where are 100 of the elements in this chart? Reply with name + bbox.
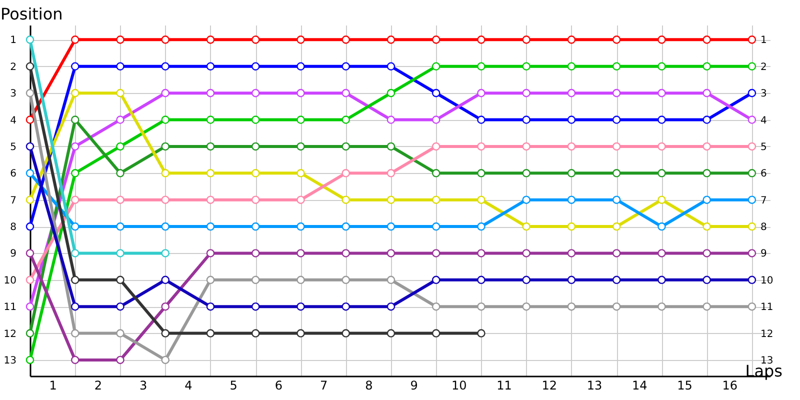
point — [612, 302, 621, 311]
point — [567, 62, 576, 70]
point — [477, 116, 486, 124]
x-tick-label: 15 — [677, 378, 692, 392]
point — [612, 62, 621, 70]
y-tick-label: 1 — [10, 35, 16, 46]
point — [251, 222, 260, 231]
point — [386, 329, 396, 338]
point — [477, 62, 486, 70]
point — [26, 329, 34, 338]
point — [206, 249, 215, 258]
point — [748, 116, 756, 124]
point — [116, 356, 124, 364]
point — [70, 116, 80, 124]
point — [386, 169, 396, 178]
point — [612, 249, 621, 258]
point — [612, 88, 621, 98]
x-tick-label: 7 — [320, 378, 328, 392]
point — [70, 196, 80, 204]
point — [116, 276, 124, 284]
point — [748, 36, 756, 44]
y2-tick-label: 11 — [760, 302, 774, 314]
point — [251, 116, 260, 124]
y2-tick-label: 2 — [760, 62, 767, 73]
point — [161, 222, 170, 231]
point — [26, 249, 34, 258]
y2-tick-label: 8 — [760, 222, 767, 234]
point — [658, 62, 666, 70]
point — [522, 142, 530, 151]
point — [748, 196, 756, 204]
point — [658, 169, 666, 178]
point — [386, 36, 396, 44]
point — [477, 169, 486, 178]
point — [161, 249, 170, 258]
y-tick-label: 10 — [4, 275, 16, 286]
point — [612, 116, 621, 124]
point — [342, 36, 350, 44]
x-tick-label: 2 — [94, 378, 102, 392]
point — [477, 222, 486, 231]
x-tick-label: 8 — [365, 378, 373, 392]
point — [116, 196, 124, 204]
point — [26, 276, 34, 284]
point — [26, 196, 34, 204]
x-tick-label: 12 — [542, 378, 558, 392]
point — [477, 276, 486, 284]
point — [567, 222, 576, 231]
point — [206, 62, 215, 70]
point — [748, 169, 756, 178]
point — [342, 329, 350, 338]
point — [748, 302, 756, 311]
point — [386, 249, 396, 258]
y2-tick-label: 1 — [760, 35, 767, 46]
point — [161, 36, 170, 44]
point — [386, 142, 396, 151]
point — [161, 196, 170, 204]
point — [70, 62, 80, 70]
point — [702, 222, 711, 231]
point — [26, 169, 34, 178]
point — [26, 116, 34, 124]
y-tick-label: 3 — [10, 88, 16, 100]
point — [522, 62, 530, 70]
point — [567, 302, 576, 311]
point — [206, 169, 215, 178]
point — [658, 88, 666, 98]
point — [70, 222, 80, 231]
point — [658, 276, 666, 284]
point — [702, 196, 711, 204]
point — [70, 249, 80, 258]
point — [342, 88, 350, 98]
point — [161, 302, 170, 311]
point — [296, 169, 305, 178]
y-axis-title: Position — [0, 4, 63, 24]
point — [206, 276, 215, 284]
point — [748, 276, 756, 284]
point — [296, 329, 305, 338]
point — [658, 116, 666, 124]
point — [432, 116, 440, 124]
point — [612, 36, 621, 44]
point — [612, 196, 621, 204]
point — [70, 36, 80, 44]
x-tick-label: 10 — [452, 378, 467, 392]
point — [296, 142, 305, 151]
point — [522, 276, 530, 284]
point — [342, 276, 350, 284]
y-tick-label: 7 — [10, 195, 16, 206]
point — [251, 169, 260, 178]
point — [702, 62, 711, 70]
x-tick-label: 9 — [410, 378, 418, 392]
x-tick-label: 4 — [184, 378, 192, 392]
point — [206, 196, 215, 204]
point — [658, 142, 666, 151]
point — [70, 302, 80, 311]
point — [342, 196, 350, 204]
point — [612, 169, 621, 178]
point — [296, 222, 305, 231]
point — [567, 142, 576, 151]
point — [477, 88, 486, 98]
point — [748, 88, 756, 98]
point — [342, 116, 350, 124]
point — [251, 302, 260, 311]
